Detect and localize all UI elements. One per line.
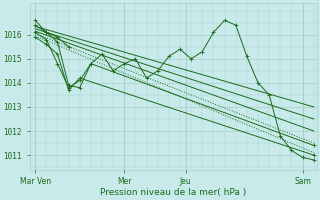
X-axis label: Pression niveau de la mer( hPa ): Pression niveau de la mer( hPa ) (100, 188, 246, 197)
